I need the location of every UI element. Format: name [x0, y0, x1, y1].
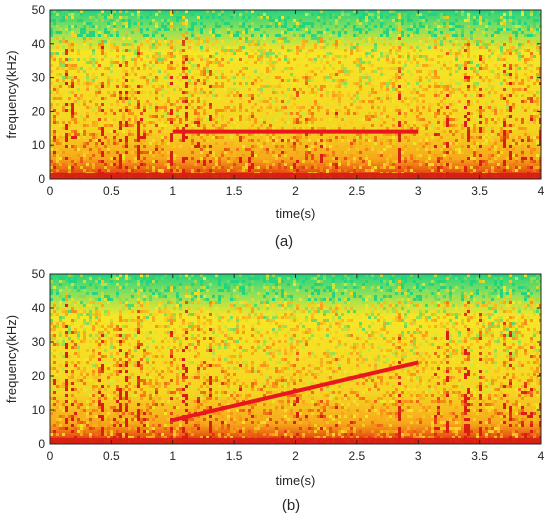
y-tick-label: 40: [32, 301, 46, 315]
y-tick-label: 20: [32, 369, 46, 383]
panel-caption: (a): [275, 233, 293, 250]
x-tick-label: 3.5: [471, 184, 488, 198]
y-tick-label: 50: [32, 3, 46, 17]
x-tick-label: 3: [415, 184, 422, 198]
y-axis-label: frequency(kHz): [4, 315, 19, 403]
x-tick-label: 2.5: [349, 449, 366, 463]
x-tick-label: 2: [292, 449, 299, 463]
y-tick-label: 30: [32, 335, 46, 349]
x-tick-label: 3.5: [471, 449, 488, 463]
y-tick-label: 10: [32, 403, 46, 417]
y-tick-label: 0: [38, 437, 45, 451]
spectrogram-heatmap: [50, 10, 541, 179]
spectrogram-panel-2: 0 0.5 1 1.5 2 2.5 3 3.5 401020304050time(s)frequ…: [4, 267, 545, 514]
chirp-overlay-line: [172, 360, 419, 423]
x-tick-label: 0.5: [103, 184, 120, 198]
x-axis-label: time(s): [276, 206, 316, 221]
x-tick-label: 4: [538, 449, 545, 463]
y-tick-label: 40: [32, 37, 46, 51]
y-tick-label: 0: [38, 172, 45, 186]
y-tick-label: 30: [32, 71, 46, 85]
x-tick-label: 0: [47, 184, 54, 198]
x-axis-label: time(s): [276, 473, 316, 488]
spectrogram-panel-1: 0 0.5 1 1.5 2 2.5 3 3.5 401020304050time(s)frequ…: [4, 3, 545, 250]
panel-caption: (b): [282, 497, 300, 514]
x-tick-label: 4: [538, 184, 545, 198]
y-axis-label: frequency(kHz): [4, 50, 19, 138]
x-tick-label: 1: [169, 184, 176, 198]
x-tick-label: 1.5: [226, 184, 243, 198]
y-tick-label: 50: [32, 267, 46, 281]
x-tick-label: 0: [47, 449, 54, 463]
y-tick-label: 20: [32, 104, 46, 118]
x-tick-label: 2: [292, 184, 299, 198]
x-tick-label: 1: [169, 449, 176, 463]
x-tick-label: 0.5: [103, 449, 120, 463]
y-tick-label: 10: [32, 138, 46, 152]
x-tick-label: 1.5: [226, 449, 243, 463]
x-tick-label: 3: [415, 449, 422, 463]
x-tick-label: 2.5: [349, 184, 366, 198]
spectrogram-heatmap: [50, 274, 541, 444]
